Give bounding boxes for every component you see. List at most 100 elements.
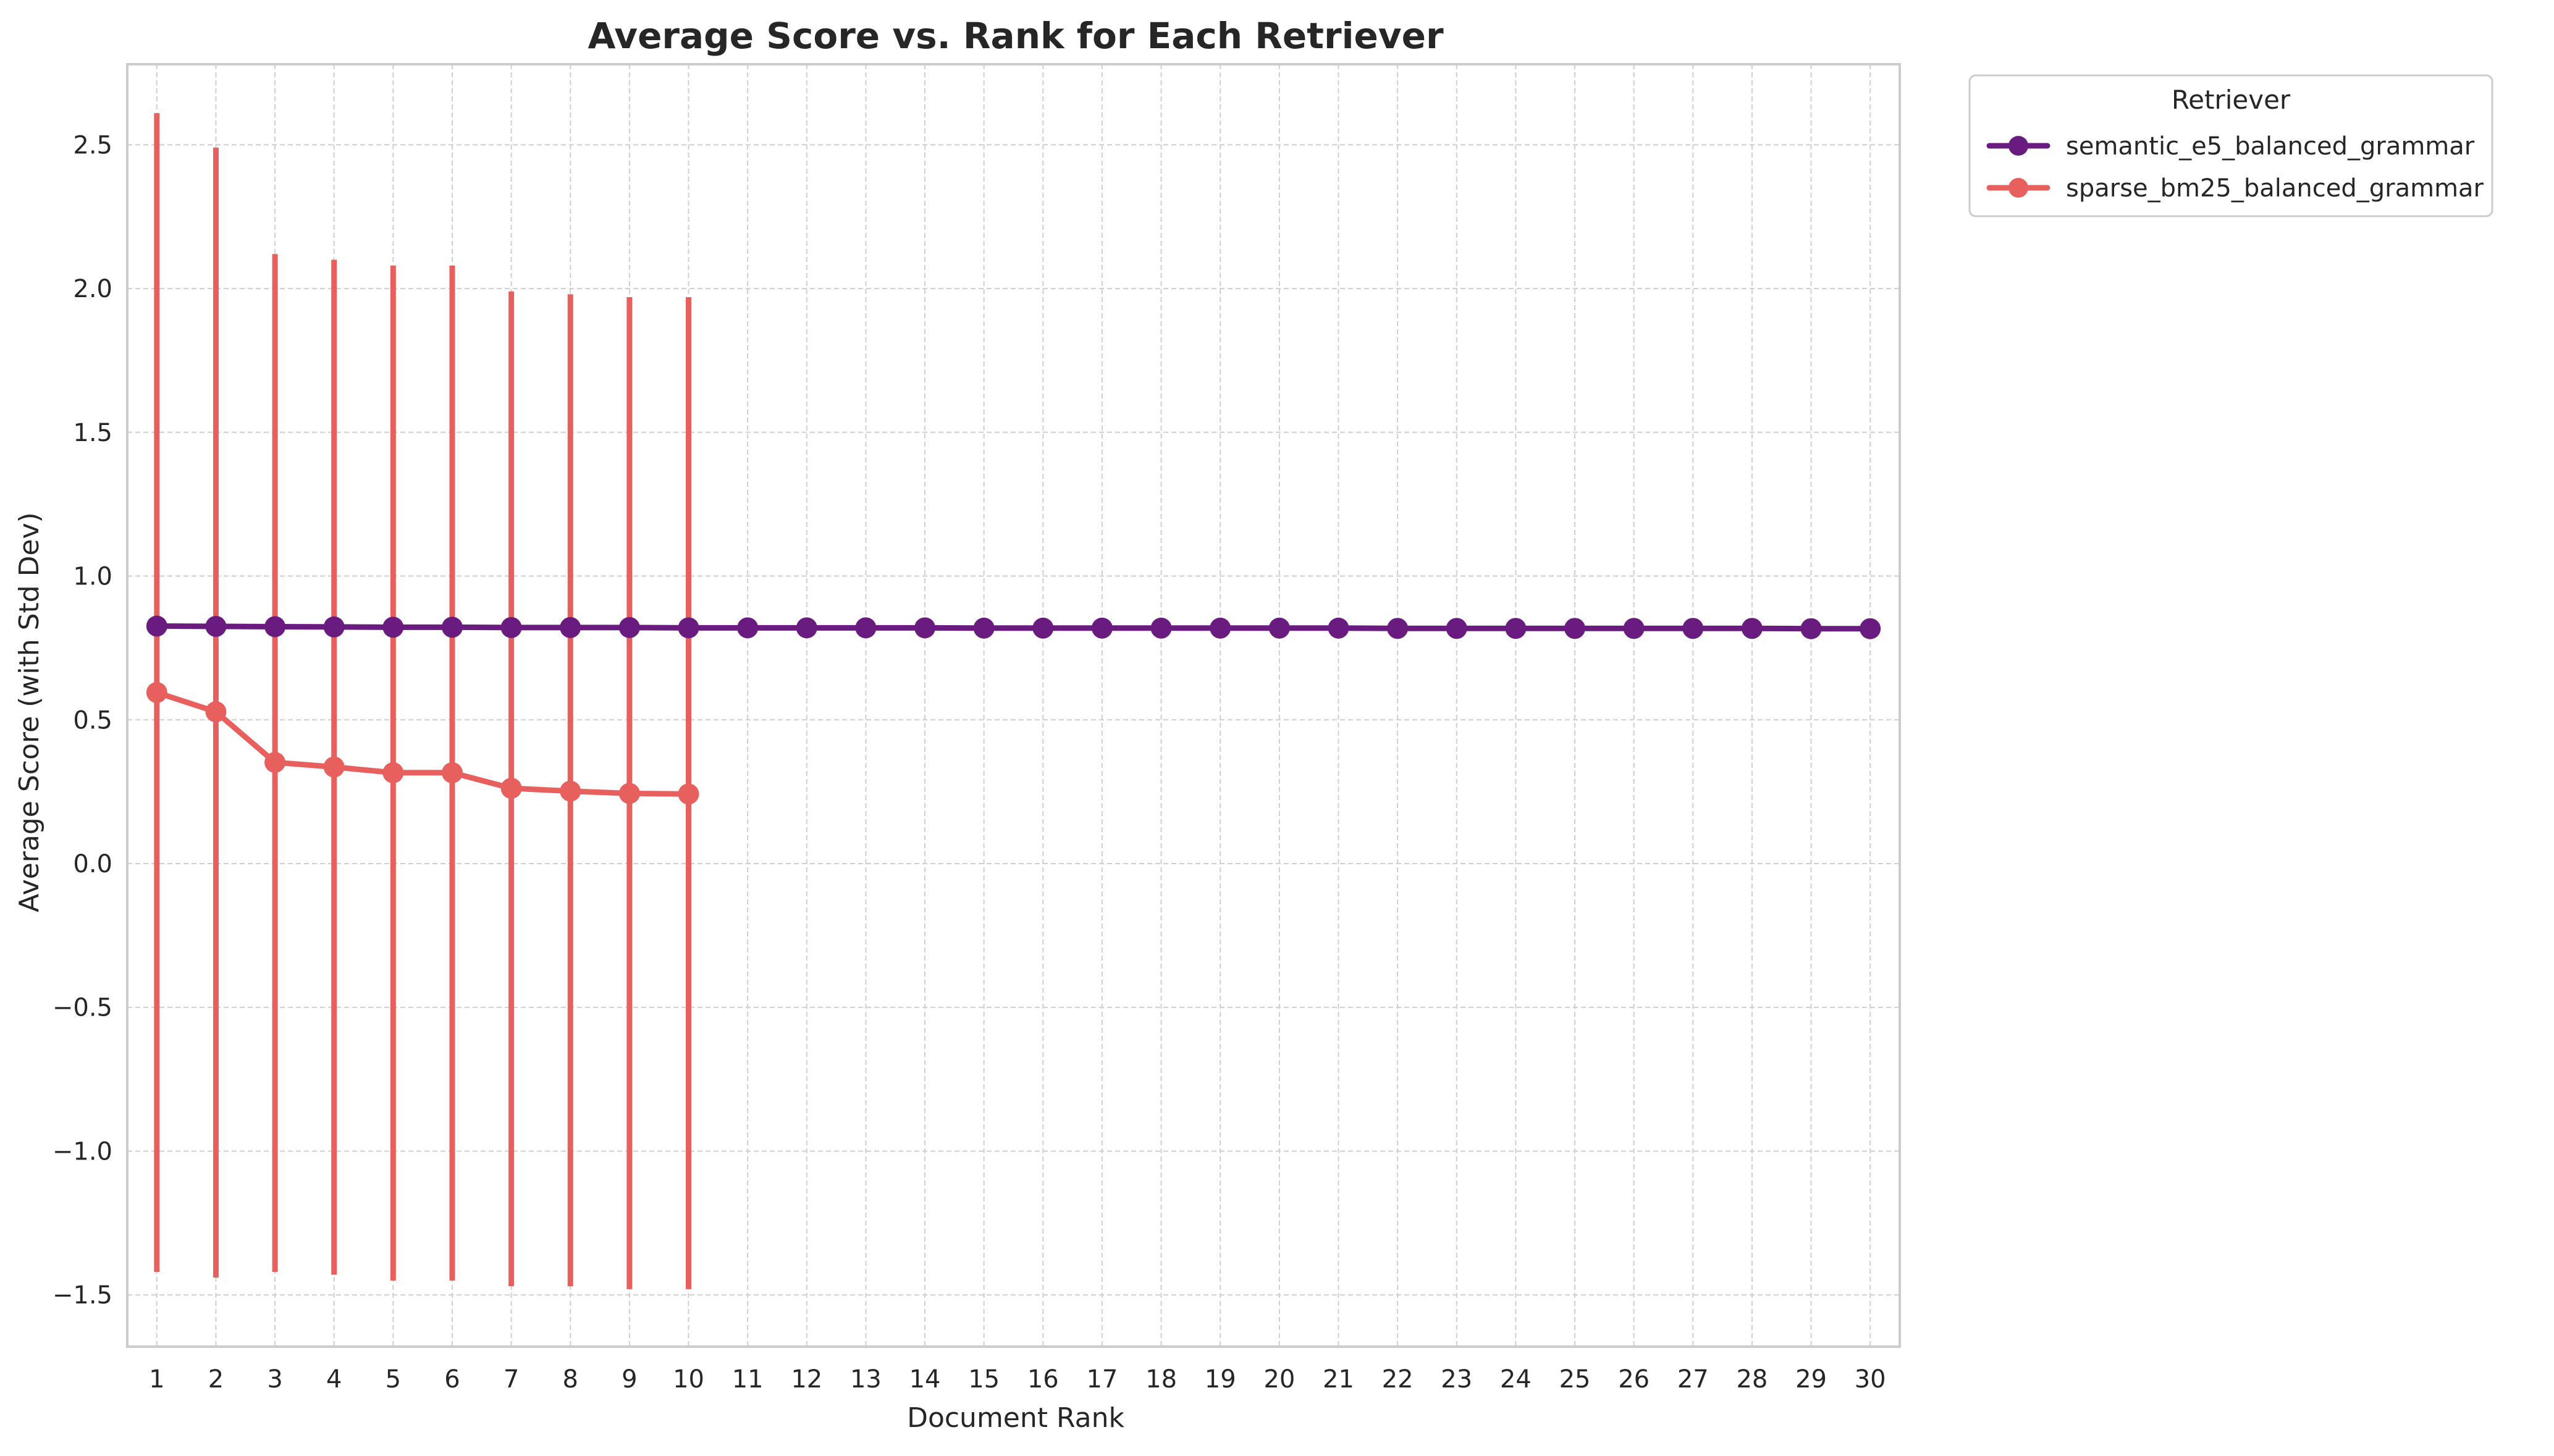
legend-label: sparse_bm25_balanced_grammar bbox=[2066, 174, 2484, 203]
x-tick-label: 25 bbox=[1559, 1365, 1591, 1394]
legend-swatch-marker bbox=[2008, 178, 2028, 198]
legend-box bbox=[1968, 74, 2493, 217]
data-point bbox=[1091, 617, 1113, 639]
series-layer bbox=[146, 615, 1881, 805]
legend-label: semantic_e5_balanced_grammar bbox=[2066, 132, 2475, 161]
data-point bbox=[1032, 617, 1054, 639]
data-point bbox=[973, 617, 995, 639]
x-tick-label: 27 bbox=[1677, 1365, 1709, 1394]
data-point bbox=[1328, 617, 1349, 639]
data-point bbox=[1446, 618, 1467, 639]
data-point bbox=[264, 616, 286, 638]
x-tick-label: 17 bbox=[1086, 1365, 1118, 1394]
y-tick-label: 2.5 bbox=[73, 131, 112, 159]
data-point bbox=[146, 682, 167, 704]
plot-background bbox=[127, 64, 1900, 1347]
data-point bbox=[264, 752, 286, 773]
x-tick-label: 18 bbox=[1145, 1365, 1177, 1394]
data-point bbox=[618, 616, 640, 638]
x-tick-label: 20 bbox=[1263, 1365, 1295, 1394]
data-point bbox=[1623, 618, 1645, 639]
series-line bbox=[154, 623, 1873, 632]
x-tick-label: 19 bbox=[1205, 1365, 1236, 1394]
x-tick-label: 6 bbox=[444, 1365, 460, 1394]
x-tick-label: 29 bbox=[1795, 1365, 1827, 1394]
legend-title: Retriever bbox=[2172, 85, 2291, 115]
x-tick-label: 22 bbox=[1382, 1365, 1414, 1394]
data-point bbox=[1210, 617, 1231, 639]
data-point bbox=[678, 617, 699, 639]
data-point bbox=[1682, 618, 1704, 639]
data-point bbox=[441, 616, 463, 638]
y-tick-label: 0.0 bbox=[73, 850, 112, 878]
data-point bbox=[382, 762, 404, 783]
data-point bbox=[1564, 618, 1586, 639]
data-point bbox=[1150, 617, 1172, 639]
x-tick-label: 11 bbox=[732, 1365, 764, 1394]
data-point bbox=[678, 783, 699, 805]
data-point bbox=[560, 616, 581, 638]
x-tick-label: 2 bbox=[208, 1365, 224, 1394]
x-tick-label: 1 bbox=[149, 1365, 164, 1394]
data-point bbox=[1741, 618, 1763, 639]
tick-layer: 1 2 3 4 5 6 7 8 9 10 11 12 13 14 15 16 17 18 19 20 21 22 23 24 2… bbox=[53, 131, 1886, 1394]
data-point bbox=[323, 756, 345, 778]
legend-items: semantic_e5_balanced_grammar sparse_bm25_… bbox=[1986, 132, 2484, 203]
x-tick-label: 15 bbox=[968, 1365, 1000, 1394]
y-tick-label: −0.5 bbox=[53, 994, 112, 1022]
data-point bbox=[618, 783, 640, 804]
x-tick-label: 14 bbox=[909, 1365, 941, 1394]
y-axis-title: Average Score (with Std Dev) bbox=[14, 512, 45, 912]
data-point bbox=[1800, 618, 1822, 639]
y-tick-label: 0.5 bbox=[73, 706, 112, 734]
y-tick-label: 1.0 bbox=[73, 563, 112, 591]
legend-swatch-marker bbox=[2008, 136, 2028, 156]
data-point bbox=[1387, 618, 1409, 639]
x-axis-title: Document Rank bbox=[907, 1402, 1124, 1434]
data-point bbox=[146, 615, 167, 637]
y-tick-label: −1.5 bbox=[53, 1281, 112, 1310]
x-tick-label: 4 bbox=[326, 1365, 342, 1394]
y-tick-label: 1.5 bbox=[73, 419, 112, 447]
plot-frame bbox=[126, 63, 1901, 1348]
x-tick-label: 24 bbox=[1500, 1365, 1532, 1394]
series-line bbox=[154, 689, 692, 797]
x-tick-label: 10 bbox=[673, 1365, 704, 1394]
data-point bbox=[205, 615, 227, 637]
legend: Retriever semantic_e5_balanced_grammarsp… bbox=[1968, 74, 2493, 217]
data-point bbox=[1505, 618, 1527, 639]
x-tick-label: 12 bbox=[791, 1365, 822, 1394]
data-point bbox=[205, 701, 227, 723]
data-point bbox=[441, 762, 463, 783]
data-point bbox=[1860, 618, 1881, 639]
y-tick-label: 2.0 bbox=[73, 275, 112, 303]
data-point bbox=[737, 617, 759, 639]
x-tick-label: 7 bbox=[504, 1365, 519, 1394]
x-tick-label: 13 bbox=[850, 1365, 882, 1394]
data-point bbox=[796, 617, 817, 639]
data-point bbox=[500, 616, 522, 638]
data-point bbox=[855, 617, 877, 639]
x-tick-label: 16 bbox=[1027, 1365, 1059, 1394]
x-tick-label: 9 bbox=[622, 1365, 637, 1394]
x-tick-label: 5 bbox=[386, 1365, 401, 1394]
data-point bbox=[323, 616, 345, 638]
x-tick-label: 21 bbox=[1323, 1365, 1354, 1394]
data-point bbox=[1268, 617, 1290, 639]
data-point bbox=[914, 617, 936, 639]
plot-frame-border bbox=[126, 63, 1901, 1348]
x-tick-label: 30 bbox=[1855, 1365, 1886, 1394]
x-tick-label: 8 bbox=[563, 1365, 578, 1394]
x-tick-label: 23 bbox=[1441, 1365, 1472, 1394]
y-tick-label: −1.0 bbox=[53, 1137, 112, 1166]
data-point bbox=[560, 780, 581, 802]
data-point bbox=[382, 616, 404, 638]
x-tick-label: 3 bbox=[267, 1365, 282, 1394]
chart-title: Average Score vs. Rank for Each Retrieve… bbox=[588, 15, 1443, 57]
x-tick-label: 26 bbox=[1618, 1365, 1650, 1394]
data-point bbox=[500, 778, 522, 799]
grid-layer bbox=[127, 64, 1900, 1347]
x-tick-label: 28 bbox=[1736, 1365, 1768, 1394]
